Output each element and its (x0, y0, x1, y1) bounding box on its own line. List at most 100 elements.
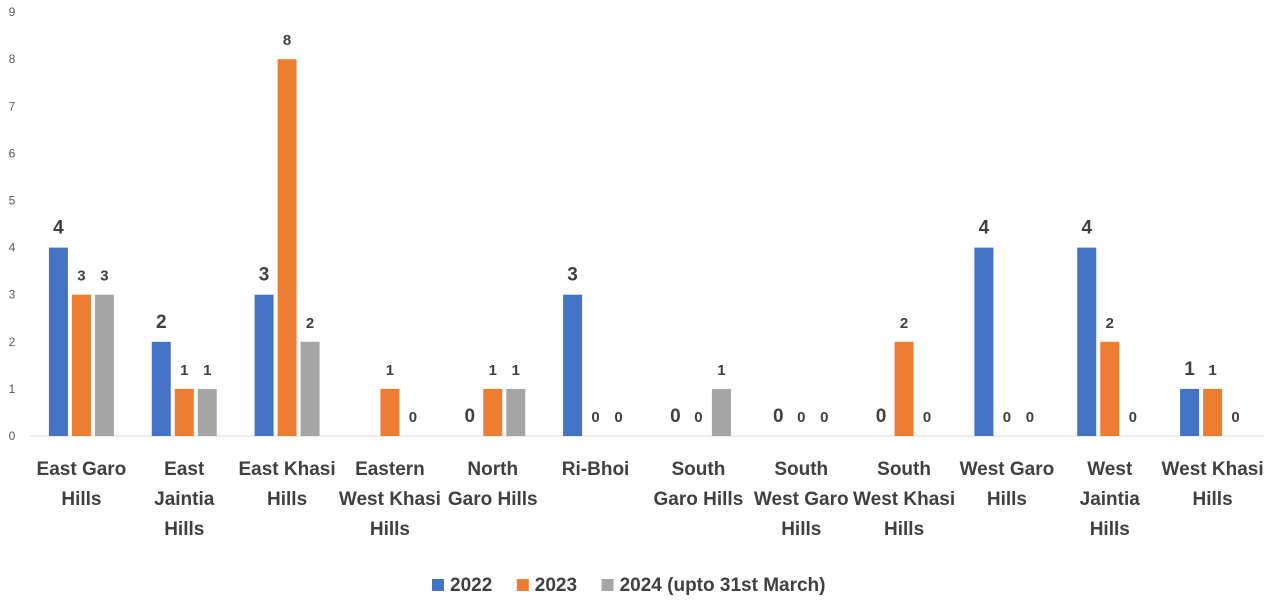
bar-2023-3 (380, 388, 400, 436)
bar-2022-1 (151, 341, 171, 436)
data-label: 0 (797, 409, 805, 426)
legend-label: 2023 (535, 575, 577, 596)
x-tick-line: West Khasi (1162, 459, 1264, 480)
y-tick-label: 4 (9, 241, 16, 255)
x-tick-label: North Garo Hills (448, 459, 538, 510)
bar-2022-10 (1077, 247, 1097, 436)
bar-2023-0 (71, 294, 91, 436)
bar-2024-4 (506, 388, 526, 436)
data-label: 1 (203, 362, 211, 379)
legend-swatch-2022 (432, 579, 444, 591)
x-tick-line: Hills (164, 519, 204, 540)
x-tick-line: West (1087, 459, 1133, 480)
legend-label: 2024 (upto 31st March) (620, 575, 826, 596)
bar-2024-1 (197, 388, 217, 436)
data-label: 0 (1231, 409, 1239, 426)
x-tick-line: Hills (370, 519, 410, 540)
bar-2023-4 (483, 388, 503, 436)
bar-2023-10 (1100, 341, 1120, 436)
x-tick-line: West Khasi (339, 489, 441, 510)
data-label: 3 (77, 268, 85, 285)
data-label: 0 (773, 406, 784, 427)
data-label: 3 (100, 268, 108, 285)
x-tick-label: South West Garo Hills (754, 459, 849, 540)
x-tick-label: West Garo Hills (960, 459, 1055, 510)
y-tick-label: 5 (9, 194, 16, 208)
bar-2022-5 (563, 294, 583, 436)
y-axis-ticks: 0 1 2 3 4 5 6 7 8 9 (9, 5, 16, 443)
data-label: 0 (876, 406, 887, 427)
y-tick-label: 2 (9, 335, 16, 349)
data-label: 1 (717, 362, 725, 379)
bar-2022-0 (48, 247, 68, 436)
x-tick-line: Ri-Bhoi (562, 459, 630, 480)
x-tick-line: West Garo (960, 459, 1055, 480)
data-label: 4 (1081, 218, 1092, 239)
x-tick-line: South (672, 459, 726, 480)
x-tick-label: Eastern West Khasi Hills (339, 459, 441, 540)
bar-2023-11 (1203, 388, 1223, 436)
x-tick-label: South West Khasi Hills (853, 459, 955, 540)
data-label: 0 (923, 409, 931, 426)
data-label: 2 (156, 312, 167, 333)
data-label: 2 (900, 315, 908, 332)
data-label: 1 (180, 362, 188, 379)
y-tick-label: 0 (9, 429, 16, 443)
legend-label: 2022 (450, 575, 492, 596)
data-label: 3 (259, 265, 270, 286)
x-tick-line: Hills (61, 489, 101, 510)
legend-swatch-2023 (516, 579, 529, 591)
y-tick-label: 3 (9, 288, 16, 302)
data-label: 0 (409, 409, 417, 426)
x-tick-line: South (774, 459, 828, 480)
bar-2024-6 (711, 388, 731, 436)
legend-swatch-2024 (601, 579, 614, 591)
bar-2023-8 (894, 341, 914, 436)
data-label: 1 (489, 362, 497, 379)
x-tick-line: Hills (884, 519, 924, 540)
x-tick-line: West Khasi (853, 489, 955, 510)
data-label: 1 (1184, 359, 1195, 380)
data-label: 0 (614, 409, 622, 426)
data-label: 1 (1208, 362, 1216, 379)
x-tick-line: Garo Hills (448, 489, 538, 510)
y-tick-label: 9 (9, 5, 16, 19)
data-label: 1 (386, 362, 394, 379)
data-label: 1 (512, 362, 520, 379)
x-tick-line: East (164, 459, 205, 480)
x-tick-label: West Khasi Hills (1162, 459, 1264, 510)
data-label: 0 (820, 409, 828, 426)
data-label: 4 (53, 218, 64, 239)
x-tick-line: North (467, 459, 518, 480)
bar-2024-2 (300, 341, 320, 436)
x-tick-line: South (877, 459, 931, 480)
bar-2022-11 (1180, 388, 1200, 436)
y-tick-label: 8 (9, 52, 16, 66)
bar-2023-2 (277, 59, 297, 436)
bars-group (48, 59, 1223, 436)
x-tick-line: West Garo (754, 489, 849, 510)
y-tick-label: 6 (9, 146, 16, 160)
x-tick-line: Hills (1193, 489, 1233, 510)
bar-2022-2 (254, 294, 274, 436)
data-label: 0 (694, 409, 702, 426)
x-tick-line: East Khasi (239, 459, 336, 480)
data-label: 8 (283, 32, 291, 49)
x-tick-line: Eastern (355, 459, 425, 480)
data-label: 2 (1106, 315, 1114, 332)
bar-2023-1 (174, 388, 194, 436)
bar-2024-0 (94, 294, 114, 436)
x-tick-line: Hills (987, 489, 1027, 510)
x-tick-line: Hills (1090, 519, 1130, 540)
data-label: 0 (464, 406, 475, 427)
legend: 2022 2023 2024 (upto 31st March) (432, 575, 826, 596)
y-tick-label: 7 (9, 99, 16, 113)
data-label: 0 (591, 409, 599, 426)
data-label: 3 (567, 265, 578, 286)
data-label: 0 (1003, 409, 1011, 426)
x-tick-line: Jaintia (154, 489, 215, 510)
data-label: 0 (1026, 409, 1034, 426)
x-tick-line: Jaintia (1080, 489, 1141, 510)
